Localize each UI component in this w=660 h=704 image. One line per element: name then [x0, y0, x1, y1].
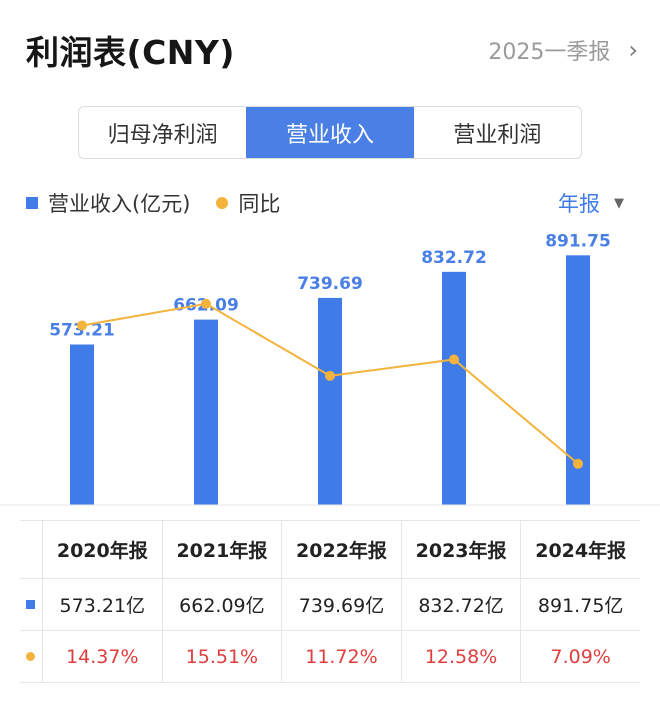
- table-row-revenue: 573.21亿 662.09亿 739.69亿 832.72亿 891.75亿: [20, 579, 640, 631]
- table-cell: 14.37%: [42, 631, 162, 682]
- table-cell: 11.72%: [281, 631, 401, 682]
- bar-legend-marker: [26, 197, 38, 209]
- column-header: 2022年报: [281, 521, 401, 578]
- bar-data-label: 891.75: [545, 231, 611, 251]
- report-period-selector[interactable]: 2025一季报 ›: [488, 34, 638, 66]
- header: 利润表(CNY) 2025一季报 ›: [0, 0, 660, 90]
- metric-tabs: 归母净利润 营业收入 营业利润: [78, 106, 582, 159]
- table-cell: 15.51%: [161, 631, 282, 682]
- bar-legend-label: 营业收入(亿元): [48, 192, 191, 216]
- column-header: 2020年报: [42, 521, 162, 578]
- tab-net-profit[interactable]: 归母净利润: [107, 122, 218, 148]
- bar: [70, 344, 94, 505]
- data-table: 2020年报 2021年报 2022年报 2023年报 2024年报 573.2…: [20, 520, 640, 683]
- table-cell: 12.58%: [400, 631, 521, 682]
- page-title: 利润表(CNY): [26, 33, 235, 72]
- table-cell: 7.09%: [520, 631, 640, 682]
- line-legend-label: 同比: [238, 192, 281, 216]
- report-period-label: 2025一季报: [488, 40, 611, 65]
- column-header: 2024年报: [520, 521, 640, 578]
- yoy-point: [449, 354, 459, 365]
- bar-data-label: 832.72: [421, 248, 487, 268]
- bar: [318, 297, 342, 505]
- bar-data-label: 739.69: [297, 274, 363, 294]
- chevron-right-icon: ›: [628, 36, 638, 64]
- frequency-label: 年报: [558, 192, 600, 216]
- yoy-marker: [26, 652, 35, 661]
- yoy-point: [325, 370, 335, 381]
- chart-legend: 营业收入(亿元) 同比: [26, 188, 280, 218]
- frequency-dropdown[interactable]: 年报 ▼: [558, 188, 624, 218]
- revenue-marker: [26, 600, 35, 609]
- yoy-point: [201, 298, 211, 309]
- table-cell: 832.72亿: [400, 579, 521, 630]
- yoy-point: [573, 458, 583, 469]
- column-header: 2021年报: [161, 521, 282, 578]
- table-cell: 891.75亿: [520, 579, 640, 630]
- table-row-yoy: 14.37% 15.51% 11.72% 12.58% 7.09%: [20, 631, 640, 683]
- tab-operating-profit[interactable]: 营业利润: [453, 122, 542, 148]
- bar-data-label: 573.21: [49, 321, 115, 341]
- bar: [442, 271, 466, 505]
- column-header: 2023年报: [400, 521, 521, 578]
- yoy-point: [77, 320, 87, 331]
- table-cell: 739.69亿: [281, 579, 401, 630]
- bar: [194, 319, 218, 505]
- table-cell: 662.09亿: [161, 579, 282, 630]
- line-legend-marker: [216, 197, 229, 209]
- table-header-row: 2020年报 2021年报 2022年报 2023年报 2024年报: [20, 521, 640, 579]
- table-cell: 573.21亿: [42, 579, 162, 630]
- tab-revenue[interactable]: 营业收入: [246, 107, 414, 158]
- caret-down-icon: ▼: [614, 195, 624, 211]
